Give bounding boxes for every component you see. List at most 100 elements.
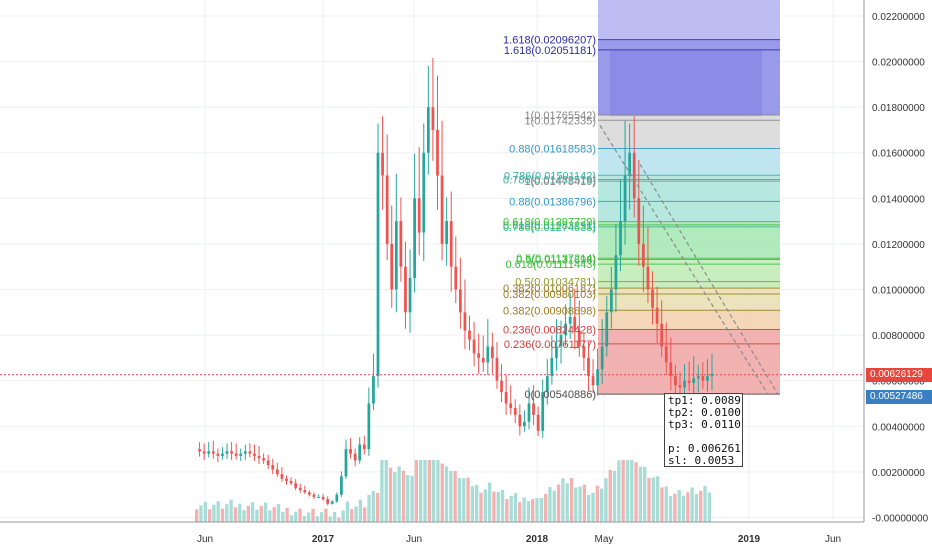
volume-bar bbox=[578, 486, 582, 522]
fib-level-label: 0.382(0.01006187) bbox=[503, 283, 596, 295]
volume-bar bbox=[431, 460, 436, 522]
candle-body bbox=[431, 107, 435, 130]
volume-bar bbox=[647, 478, 651, 522]
candle-body bbox=[340, 476, 343, 495]
volume-bar bbox=[565, 483, 569, 522]
candle-body bbox=[463, 312, 467, 331]
candle-body bbox=[436, 129, 439, 176]
candle-body bbox=[312, 494, 316, 497]
trade-note[interactable]: tp1: 0.0089 tp2: 0.0100 tp3: 0.0110 p: 0… bbox=[664, 393, 743, 467]
volume-bar bbox=[638, 466, 643, 522]
volume-bar bbox=[522, 497, 526, 522]
x-tick-label: 2017 bbox=[312, 534, 335, 545]
trend-line-upper bbox=[599, 125, 769, 395]
volume-bar bbox=[410, 475, 414, 522]
fib-level-label: 1.618(0.02096207) bbox=[503, 35, 596, 47]
candle-body bbox=[577, 330, 581, 347]
candle-body bbox=[221, 453, 224, 456]
volume-bar bbox=[513, 493, 518, 522]
candle-body bbox=[669, 362, 673, 377]
volume-bar bbox=[453, 471, 457, 522]
volume-bar bbox=[673, 493, 677, 522]
candle-body bbox=[376, 152, 380, 377]
volume-bar bbox=[229, 499, 233, 522]
volume-bar bbox=[358, 499, 363, 522]
x-tick-label: Jun bbox=[197, 534, 213, 545]
volume-bar bbox=[341, 510, 345, 522]
volume-bar bbox=[294, 511, 298, 522]
candle-body bbox=[706, 376, 709, 381]
candle-body bbox=[248, 451, 252, 454]
volume-bar bbox=[238, 503, 242, 522]
current-price-tag: 0.00626129 bbox=[866, 367, 932, 382]
volume-bar bbox=[621, 460, 625, 522]
y-tick-label: 0.02200000 bbox=[872, 12, 925, 23]
fib-level-label: 1.618(0.02051181) bbox=[504, 45, 596, 57]
volume-bar bbox=[203, 501, 207, 522]
candle-body bbox=[527, 403, 531, 422]
fib-level-label: 0.88(0.01618583) bbox=[509, 143, 596, 155]
volume-bar bbox=[703, 485, 707, 522]
candle-body bbox=[390, 243, 394, 290]
fib-level-label: 0(0.00540886) bbox=[524, 389, 596, 401]
volume-bar bbox=[660, 487, 664, 522]
candle-body bbox=[518, 414, 522, 427]
volume-bar bbox=[552, 490, 556, 522]
candle-body bbox=[701, 376, 705, 381]
candle-body bbox=[408, 278, 412, 313]
candle-body bbox=[545, 376, 549, 393]
volume-bar bbox=[690, 487, 694, 522]
volume-bar bbox=[651, 477, 655, 522]
candle-body bbox=[692, 378, 696, 383]
volume-bar bbox=[634, 462, 638, 522]
fib-zone-inner bbox=[610, 50, 762, 117]
candle-body bbox=[477, 353, 481, 358]
volume-bar bbox=[285, 507, 289, 522]
volume-bar bbox=[345, 501, 350, 522]
candle-body bbox=[541, 392, 545, 431]
tp1-label: tp1: 0.0089 bbox=[668, 394, 741, 407]
candle-body bbox=[234, 453, 238, 456]
volume-bar bbox=[315, 516, 319, 522]
candle-body bbox=[683, 380, 686, 388]
candle-body bbox=[687, 380, 691, 383]
y-tick-label: 0.00200000 bbox=[872, 468, 925, 479]
y-tick-label: 0.00400000 bbox=[872, 422, 925, 433]
x-tick-label: May bbox=[595, 534, 614, 545]
volume-bar bbox=[268, 510, 272, 522]
volume-bar bbox=[479, 492, 483, 522]
candle-body bbox=[550, 357, 554, 377]
volume-bar bbox=[518, 502, 522, 522]
candle-body bbox=[454, 266, 458, 290]
candle-body bbox=[394, 221, 398, 290]
volume-bar bbox=[569, 478, 574, 522]
candle-body bbox=[445, 221, 449, 244]
candle-body bbox=[481, 357, 485, 363]
y-tick-label: -0.00000000 bbox=[872, 513, 929, 524]
candle-body bbox=[317, 496, 320, 498]
candle-body bbox=[404, 266, 407, 313]
volume-bar bbox=[535, 498, 539, 522]
volume-bar bbox=[427, 460, 431, 522]
candle-body bbox=[609, 289, 613, 313]
volume-bar bbox=[414, 460, 419, 522]
volume-bar bbox=[561, 478, 565, 522]
fib-level-label: 1(0.01765542) bbox=[524, 110, 596, 122]
volume-bar bbox=[393, 472, 397, 522]
candle-body bbox=[646, 266, 650, 290]
candle-body bbox=[605, 312, 609, 347]
candle-body bbox=[243, 451, 247, 454]
candle-body bbox=[372, 376, 375, 404]
trend-channel[interactable] bbox=[599, 125, 779, 395]
volume-bar bbox=[699, 490, 703, 522]
volume-bar bbox=[337, 517, 341, 522]
volume-bar bbox=[466, 477, 470, 522]
fib-zone bbox=[598, 288, 780, 311]
volume-bar bbox=[531, 499, 535, 522]
candle-body bbox=[271, 465, 275, 470]
volume-bar bbox=[251, 502, 255, 522]
candle-body bbox=[349, 449, 352, 454]
x-tick-label: 2019 bbox=[738, 534, 761, 545]
tp2-label: tp2: 0.0100 bbox=[668, 406, 741, 419]
